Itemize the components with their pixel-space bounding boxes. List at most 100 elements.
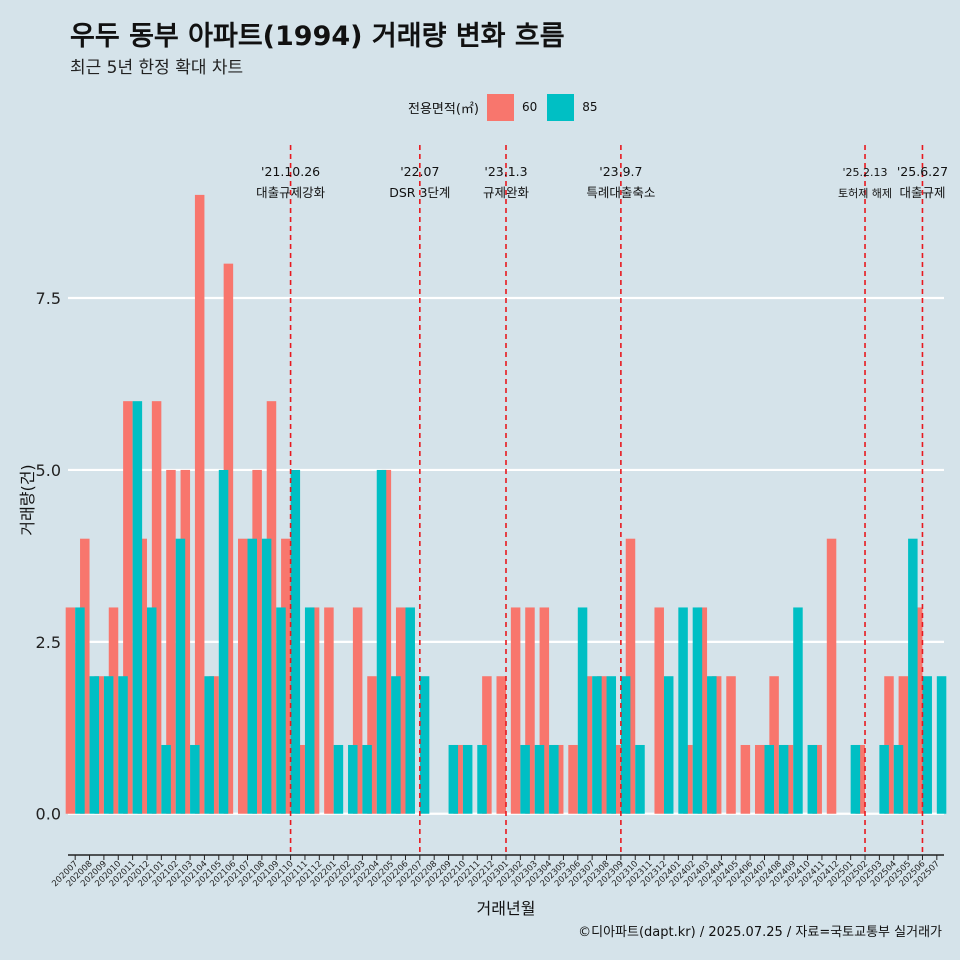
bar-60-202009 (94, 676, 104, 814)
event-label-202502: 토허제 해제 (838, 186, 892, 200)
bar-60-202204 (367, 676, 377, 814)
bar-85-202507 (936, 676, 947, 814)
bar-85-202207 (419, 676, 430, 814)
bar-85-202211 (477, 744, 487, 814)
bar-85-202008 (89, 676, 100, 814)
bar-85-202105 (218, 469, 229, 814)
bar-60-202007 (65, 607, 76, 814)
bar-60-202111 (295, 744, 305, 814)
bar-85-202101 (161, 744, 171, 814)
bar-60-202505 (898, 676, 909, 814)
chart-subtitle: 최근 5년 한정 확대 차트 (70, 58, 244, 78)
event-label-202301: 규제완화 (483, 185, 530, 200)
bar-60-202309 (611, 744, 621, 814)
bar-85-202302 (520, 744, 530, 814)
bar-85-202401 (678, 607, 688, 814)
bar-85-202104 (204, 676, 214, 814)
bar-60-202409 (783, 744, 794, 814)
bar-60-202008 (80, 538, 90, 814)
bar-85-202103 (190, 744, 200, 814)
y-tick-label: 7.5 (36, 289, 61, 308)
bar-85-202409 (793, 607, 803, 814)
bar-60-202307 (582, 676, 593, 814)
bar-60-202109 (266, 401, 277, 814)
bar-85-202210 (462, 744, 473, 814)
bar-60-202110 (281, 538, 291, 814)
legend-label-85: 85 (582, 100, 598, 114)
bar-60-202301 (496, 676, 506, 814)
bar-60-202405 (726, 676, 736, 814)
bar-60-202407 (754, 744, 765, 814)
bar-60-202402 (683, 744, 693, 814)
bar-60-202205 (381, 469, 392, 814)
bar-85-202403 (707, 676, 717, 814)
bar-60-202103 (180, 469, 191, 814)
bar-60-202303 (525, 607, 535, 814)
event-date-202301: '23.1.3 (484, 164, 527, 179)
event-label-202110: 대출규제강화 (256, 185, 326, 200)
bar-85-202204 (376, 469, 387, 814)
bar-60-202112 (309, 607, 320, 814)
y-tick-label: 2.5 (36, 633, 61, 652)
bar-85-202306 (577, 607, 588, 814)
bar-60-202403 (697, 607, 708, 814)
bar-85-202009 (103, 676, 114, 814)
bar-60-202404 (711, 676, 722, 814)
bar-85-202111 (304, 607, 315, 814)
bar-85-202202 (348, 744, 358, 814)
bar-60-202010 (108, 607, 119, 814)
bar-60-202101 (151, 401, 162, 814)
bar-60-202306 (568, 744, 578, 814)
bar-85-202203 (362, 744, 372, 814)
legend-swatch-85 (547, 93, 575, 121)
bar-85-202312 (663, 676, 674, 814)
bar-85-202201 (333, 744, 344, 814)
bar-60-202408 (769, 676, 779, 814)
bar-60-202206 (395, 607, 406, 814)
bar-85-202408 (778, 744, 789, 814)
bar-60-202504 (884, 676, 894, 814)
bar-85-202206 (405, 607, 415, 814)
source-caption: ©디아파트(dapt.kr) / 2025.07.25 / 자료=국토교통부 실… (578, 925, 942, 940)
bar-60-202108 (252, 469, 262, 814)
bar-60-202406 (740, 744, 751, 814)
bar-85-202506 (922, 676, 932, 814)
bar-85-202109 (276, 607, 286, 814)
bar-60-202310 (625, 538, 636, 814)
bar-85-202503 (879, 744, 889, 814)
bar-85-202011 (132, 401, 143, 814)
event-date-202309: '23.9.7 (599, 164, 642, 179)
bar-60-202411 (812, 744, 822, 814)
bar-60-202502 (855, 744, 866, 814)
bar-60-202107 (238, 538, 248, 814)
legend-title: 전용면적(㎡) (408, 101, 479, 117)
event-label-202207: DSR 3단계 (389, 185, 450, 200)
bar-85-202407 (764, 744, 774, 814)
bar-85-202410 (807, 744, 818, 814)
event-date-202110: '21.10.26 (261, 164, 320, 179)
bar-60-202201 (324, 607, 334, 814)
bar-60-202012 (137, 538, 147, 814)
bar-85-202010 (118, 676, 128, 814)
legend-swatch-60 (486, 93, 514, 121)
bar-60-202308 (597, 676, 607, 814)
bar-85-202505 (908, 538, 918, 814)
event-label-202506: 대출규제 (899, 185, 945, 200)
bar-85-202504 (893, 744, 904, 814)
y-axis-label: 거래량(건) (18, 464, 37, 535)
bar-85-202107 (247, 538, 258, 814)
chart-title: 우두 동부 아파트(1994) 거래량 변화 흐름 (70, 21, 565, 52)
event-date-202502: '25.2.13 (843, 166, 888, 179)
y-tick-label: 5.0 (36, 461, 61, 480)
legend-label-60: 60 (521, 100, 538, 114)
bar-60-202506 (912, 607, 923, 814)
bar-85-202310 (635, 744, 645, 814)
bar-85-202303 (534, 744, 545, 814)
bar-60-202312 (654, 607, 664, 814)
bar-60-202304 (539, 607, 550, 814)
event-date-202506: '25.6.27 (897, 164, 948, 179)
bar-85-202304 (549, 744, 559, 814)
bar-60-202203 (352, 607, 363, 814)
event-label-202309: 특례대출축소 (586, 185, 655, 200)
